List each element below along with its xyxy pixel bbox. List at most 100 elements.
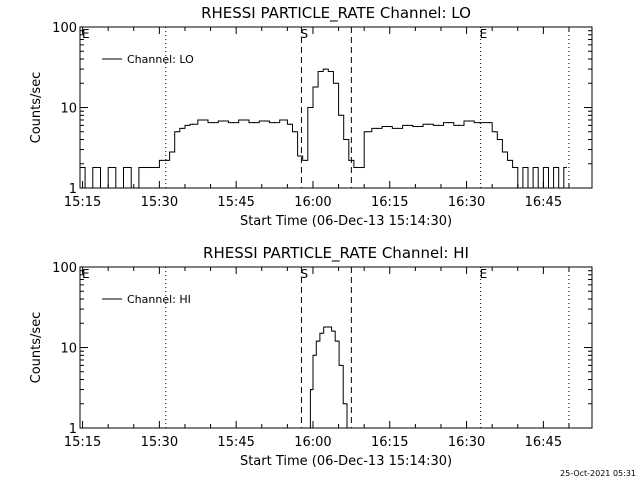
- event-marker-label: S: [300, 267, 308, 281]
- data-point: [366, 131, 368, 133]
- data-point: [135, 187, 137, 189]
- x-tick-label: 15:45: [217, 435, 254, 450]
- y-tick-label: 100: [52, 261, 77, 276]
- data-point: [125, 166, 127, 169]
- data-point: [504, 151, 506, 153]
- x-tick-label: 15:15: [64, 435, 101, 450]
- x-tick-label: 16:00: [294, 195, 331, 210]
- data-point: [263, 120, 265, 122]
- data-point: [151, 166, 153, 169]
- data-point: [514, 166, 516, 169]
- x-tick-label: 16:30: [448, 435, 485, 450]
- data-point: [222, 120, 224, 122]
- data-point: [233, 122, 235, 124]
- chart-title: RHESSI PARTICLE_RATE Channel: LO: [201, 4, 471, 23]
- data-point: [348, 427, 350, 429]
- data-point: [376, 127, 378, 129]
- plot-frame: [79, 266, 593, 429]
- chart-panel-lo: RHESSI PARTICLE_RATE Channel: LO 15:15 15:…: [29, 4, 593, 229]
- data-point: [313, 354, 316, 356]
- y-tick-label: 1: [69, 422, 77, 437]
- plot-frame: [79, 26, 593, 189]
- data-point: [212, 122, 214, 124]
- chart-title: RHESSI PARTICLE_RATE Channel: HI: [203, 244, 469, 263]
- data-point: [166, 159, 168, 161]
- event-marker-label: S: [300, 27, 308, 41]
- series-line: [80, 68, 567, 189]
- data-point: [181, 127, 183, 129]
- data-point: [284, 119, 286, 121]
- data-point: [317, 340, 319, 342]
- data-point: [489, 122, 491, 124]
- y-axis-label: Counts/sec: [29, 312, 44, 384]
- y-axis-label: Counts/sec: [29, 72, 44, 144]
- data-point: [304, 159, 306, 161]
- data-point: [294, 131, 296, 133]
- x-tick-label: 15:15: [64, 195, 101, 210]
- data-point: [192, 123, 194, 125]
- data-point: [120, 187, 122, 189]
- data-point: [299, 155, 301, 157]
- data-point: [494, 131, 496, 133]
- data-point: [509, 159, 511, 161]
- data-point: [396, 127, 398, 129]
- data-point: [176, 131, 178, 133]
- data-point: [407, 124, 409, 126]
- data-point: [565, 166, 568, 169]
- data-point: [329, 326, 331, 328]
- data-point: [540, 187, 542, 189]
- data-point: [94, 166, 96, 169]
- data-point: [335, 82, 337, 84]
- y-tick-label: 10: [60, 102, 77, 117]
- data-point: [468, 120, 470, 122]
- data-point: [320, 70, 322, 73]
- x-tick-label: 16:45: [525, 435, 562, 450]
- data-point: [309, 106, 311, 109]
- event-marker-label: E: [82, 267, 90, 281]
- data-point: [437, 124, 439, 126]
- series-line: [309, 326, 349, 429]
- data-point: [243, 119, 245, 121]
- data-point: [530, 187, 532, 189]
- data-point: [321, 332, 323, 334]
- y-tick-label: 100: [52, 21, 77, 36]
- data-point: [555, 166, 557, 169]
- data-point: [161, 159, 163, 161]
- data-point: [332, 330, 334, 332]
- data-point: [253, 122, 255, 124]
- data-point: [89, 187, 91, 189]
- x-tick-label: 15:30: [141, 435, 178, 450]
- data-point: [140, 166, 142, 169]
- data-point: [499, 138, 501, 141]
- data-point: [79, 166, 81, 169]
- data-point: [417, 125, 419, 128]
- data-point: [186, 124, 189, 126]
- data-point: [478, 122, 480, 124]
- data-point: [289, 123, 291, 125]
- data-point: [202, 119, 204, 121]
- event-marker-label: E: [82, 27, 90, 41]
- data-point: [171, 151, 173, 153]
- chart-panel-hi: RHESSI PARTICLE_RATE Channel: HI 15:15 15:…: [29, 244, 593, 469]
- data-point: [458, 124, 460, 126]
- x-axis-label: Start Time (06-Dec-13 15:14:30): [240, 214, 452, 229]
- data-point: [110, 166, 112, 169]
- data-point: [345, 138, 347, 141]
- data-point: [560, 187, 562, 189]
- x-axis-label: Start Time (06-Dec-13 15:14:30): [240, 454, 452, 469]
- event-marker-label: E: [480, 27, 488, 41]
- x-tick-label: 16:30: [448, 195, 485, 210]
- y-tick-label: 1: [69, 182, 77, 197]
- data-point: [156, 166, 158, 169]
- data-point: [325, 68, 327, 70]
- data-point: [314, 86, 317, 88]
- data-point: [427, 123, 429, 125]
- data-point: [340, 114, 342, 116]
- data-point: [355, 166, 358, 169]
- x-tick-label: 16:15: [371, 435, 408, 450]
- data-point: [550, 187, 552, 189]
- data-point: [344, 403, 346, 405]
- data-point: [330, 70, 332, 73]
- data-point: [448, 122, 450, 124]
